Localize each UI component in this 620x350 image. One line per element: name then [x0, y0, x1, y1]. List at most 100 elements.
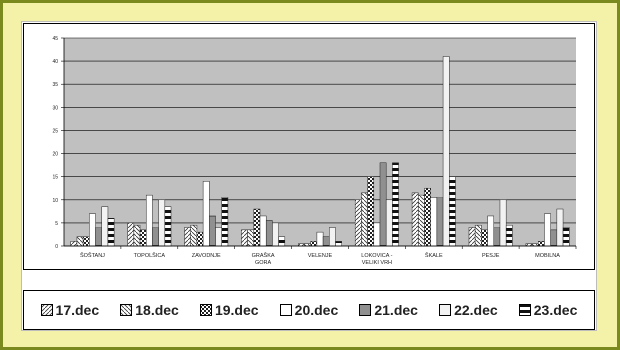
- bar-19-dec-0: [82, 236, 90, 247]
- bar-18-dec-1: [133, 224, 141, 247]
- bar-17-dec-7: [468, 227, 476, 247]
- bar-23-dec-8: [562, 227, 570, 247]
- y-tick-label: 10: [52, 198, 58, 204]
- bar-21-dec-3: [265, 220, 273, 247]
- legend-swatch: [359, 304, 372, 316]
- bar-23-dec-7: [505, 224, 513, 247]
- bar-20-dec-7: [487, 215, 495, 247]
- bar-17-dec-1: [127, 222, 135, 247]
- y-tick-label: 35: [52, 82, 58, 88]
- chart-area: 0 5 10 15 20 25 30 35 40 45 ŠOŠTANJ TOPOLŠICA ZAVODN…: [23, 23, 595, 270]
- bar-20-dec-8: [544, 213, 551, 247]
- bar-23-dec-6: [449, 176, 456, 247]
- bar-20-dec-5: [373, 222, 381, 247]
- bar-22-dec-8: [556, 208, 564, 247]
- bar-21-dec-7: [493, 227, 501, 247]
- bar-21-dec-2: [209, 215, 216, 247]
- legend-swatch: [439, 304, 452, 316]
- bar-18-dec-0: [76, 236, 84, 247]
- legend-label: 19.dec: [214, 302, 259, 318]
- bar-22-dec-2: [215, 227, 222, 247]
- legend-item-18-dec: 18.dec: [120, 302, 179, 318]
- bar-20-dec-3: [259, 215, 267, 247]
- bar-23-dec-0: [107, 218, 115, 247]
- bar-17-dec-3: [241, 229, 248, 247]
- x-tick-label: VELIKI VRH: [362, 260, 392, 266]
- bar-17-dec-6: [411, 192, 419, 247]
- legend-item-19-dec: 19.dec: [199, 302, 259, 318]
- bar-19-dec-1: [139, 229, 147, 247]
- bar-22-dec-5: [385, 199, 393, 247]
- legend-item-17-dec: 17.dec: [40, 302, 100, 318]
- bar-22-dec-7: [499, 199, 507, 247]
- bar-23-dec-5: [392, 162, 399, 247]
- legend-label: 20.dec: [294, 302, 339, 318]
- bar-23-dec-2: [221, 197, 229, 247]
- legend-item-23-dec: 23.dec: [518, 302, 578, 318]
- x-tick-label: ŠOŠTANJ: [80, 252, 105, 259]
- bar-22-dec-0: [101, 206, 109, 247]
- bar-18-dec-6: [418, 194, 425, 247]
- bar-21-dec-5: [379, 162, 387, 247]
- legend-item-22-dec: 22.dec: [439, 302, 498, 318]
- legend-item-21-dec: 21.dec: [359, 302, 418, 318]
- bar-18-dec-7: [474, 224, 482, 247]
- bar-21-dec-4: [322, 236, 330, 247]
- bar-18-dec-2: [190, 224, 198, 247]
- bar-20-dec-4: [316, 231, 324, 247]
- x-tick-label: LOKOVICA -: [361, 253, 392, 259]
- x-tick-label: VELENJE: [308, 253, 333, 259]
- x-tick-label: GRAŠKA: [252, 252, 275, 259]
- bar-chart: 0 5 10 15 20 25 30 35 40 45 ŠOŠTANJ TOPOLŠICA ZAVODN…: [52, 36, 577, 266]
- legend-swatch: [120, 304, 133, 316]
- bar-17-dec-5: [354, 199, 362, 247]
- legend: 17.dec 18.dec 19.dec 20.dec 21.dec 22.dec 23.d…: [23, 290, 595, 330]
- bar-21-dec-8: [550, 229, 558, 247]
- bar-19-dec-5: [367, 176, 375, 247]
- bar-23-dec-3: [278, 236, 286, 247]
- y-tick-label: 40: [52, 59, 58, 65]
- legend-label: 23.dec: [533, 302, 578, 318]
- legend-label: 17.dec: [55, 302, 100, 318]
- x-tick-label: GORA: [255, 260, 272, 266]
- bar-19-dec-6: [424, 187, 431, 247]
- bar-18-dec-5: [361, 192, 368, 247]
- y-tick-label: 20: [52, 152, 58, 158]
- bar-19-dec-7: [481, 229, 488, 247]
- bar-17-dec-2: [184, 227, 191, 247]
- legend-label: 21.dec: [374, 302, 418, 318]
- legend-label: 18.dec: [135, 302, 179, 318]
- y-tick-label: 30: [52, 105, 58, 111]
- legend-swatch: [518, 304, 531, 316]
- bar-20-dec-1: [145, 194, 153, 247]
- legend-swatch: [279, 304, 292, 316]
- legend-swatch: [199, 304, 212, 316]
- bar-17-dec-0: [70, 241, 78, 247]
- bar-19-dec-2: [196, 231, 204, 247]
- legend-item-20-dec: 20.dec: [279, 302, 339, 318]
- bar-22-dec-1: [158, 199, 166, 247]
- bar-23-dec-1: [164, 206, 172, 247]
- bar-22-dec-3: [272, 222, 279, 247]
- legend-label: 22.dec: [454, 302, 498, 318]
- x-tick-label: TOPOLŠICA: [134, 252, 166, 259]
- bar-20-dec-0: [89, 213, 96, 247]
- bar-20-dec-6: [430, 197, 438, 247]
- bar-21-dec-0: [95, 227, 102, 247]
- x-tick-label: ŠKALE: [425, 252, 443, 259]
- bar-22-dec-4: [329, 227, 336, 247]
- bar-19-dec-3: [253, 208, 261, 247]
- legend-swatch: [40, 304, 53, 316]
- bar-19-dec-8: [538, 241, 545, 247]
- x-tick-label: PESJE: [482, 253, 500, 259]
- bar-21-dec-6: [436, 197, 444, 247]
- bar-18-dec-3: [247, 229, 255, 247]
- bar-20-dec-2: [202, 181, 210, 247]
- y-tick-label: 25: [52, 128, 58, 134]
- y-tick-label: 0: [55, 244, 58, 250]
- plot-background: [64, 38, 576, 246]
- bar-23-dec-4: [335, 241, 342, 247]
- x-tick-label: MOBILNA: [535, 253, 560, 259]
- y-tick-label: 5: [55, 221, 58, 227]
- bar-21-dec-1: [152, 227, 159, 247]
